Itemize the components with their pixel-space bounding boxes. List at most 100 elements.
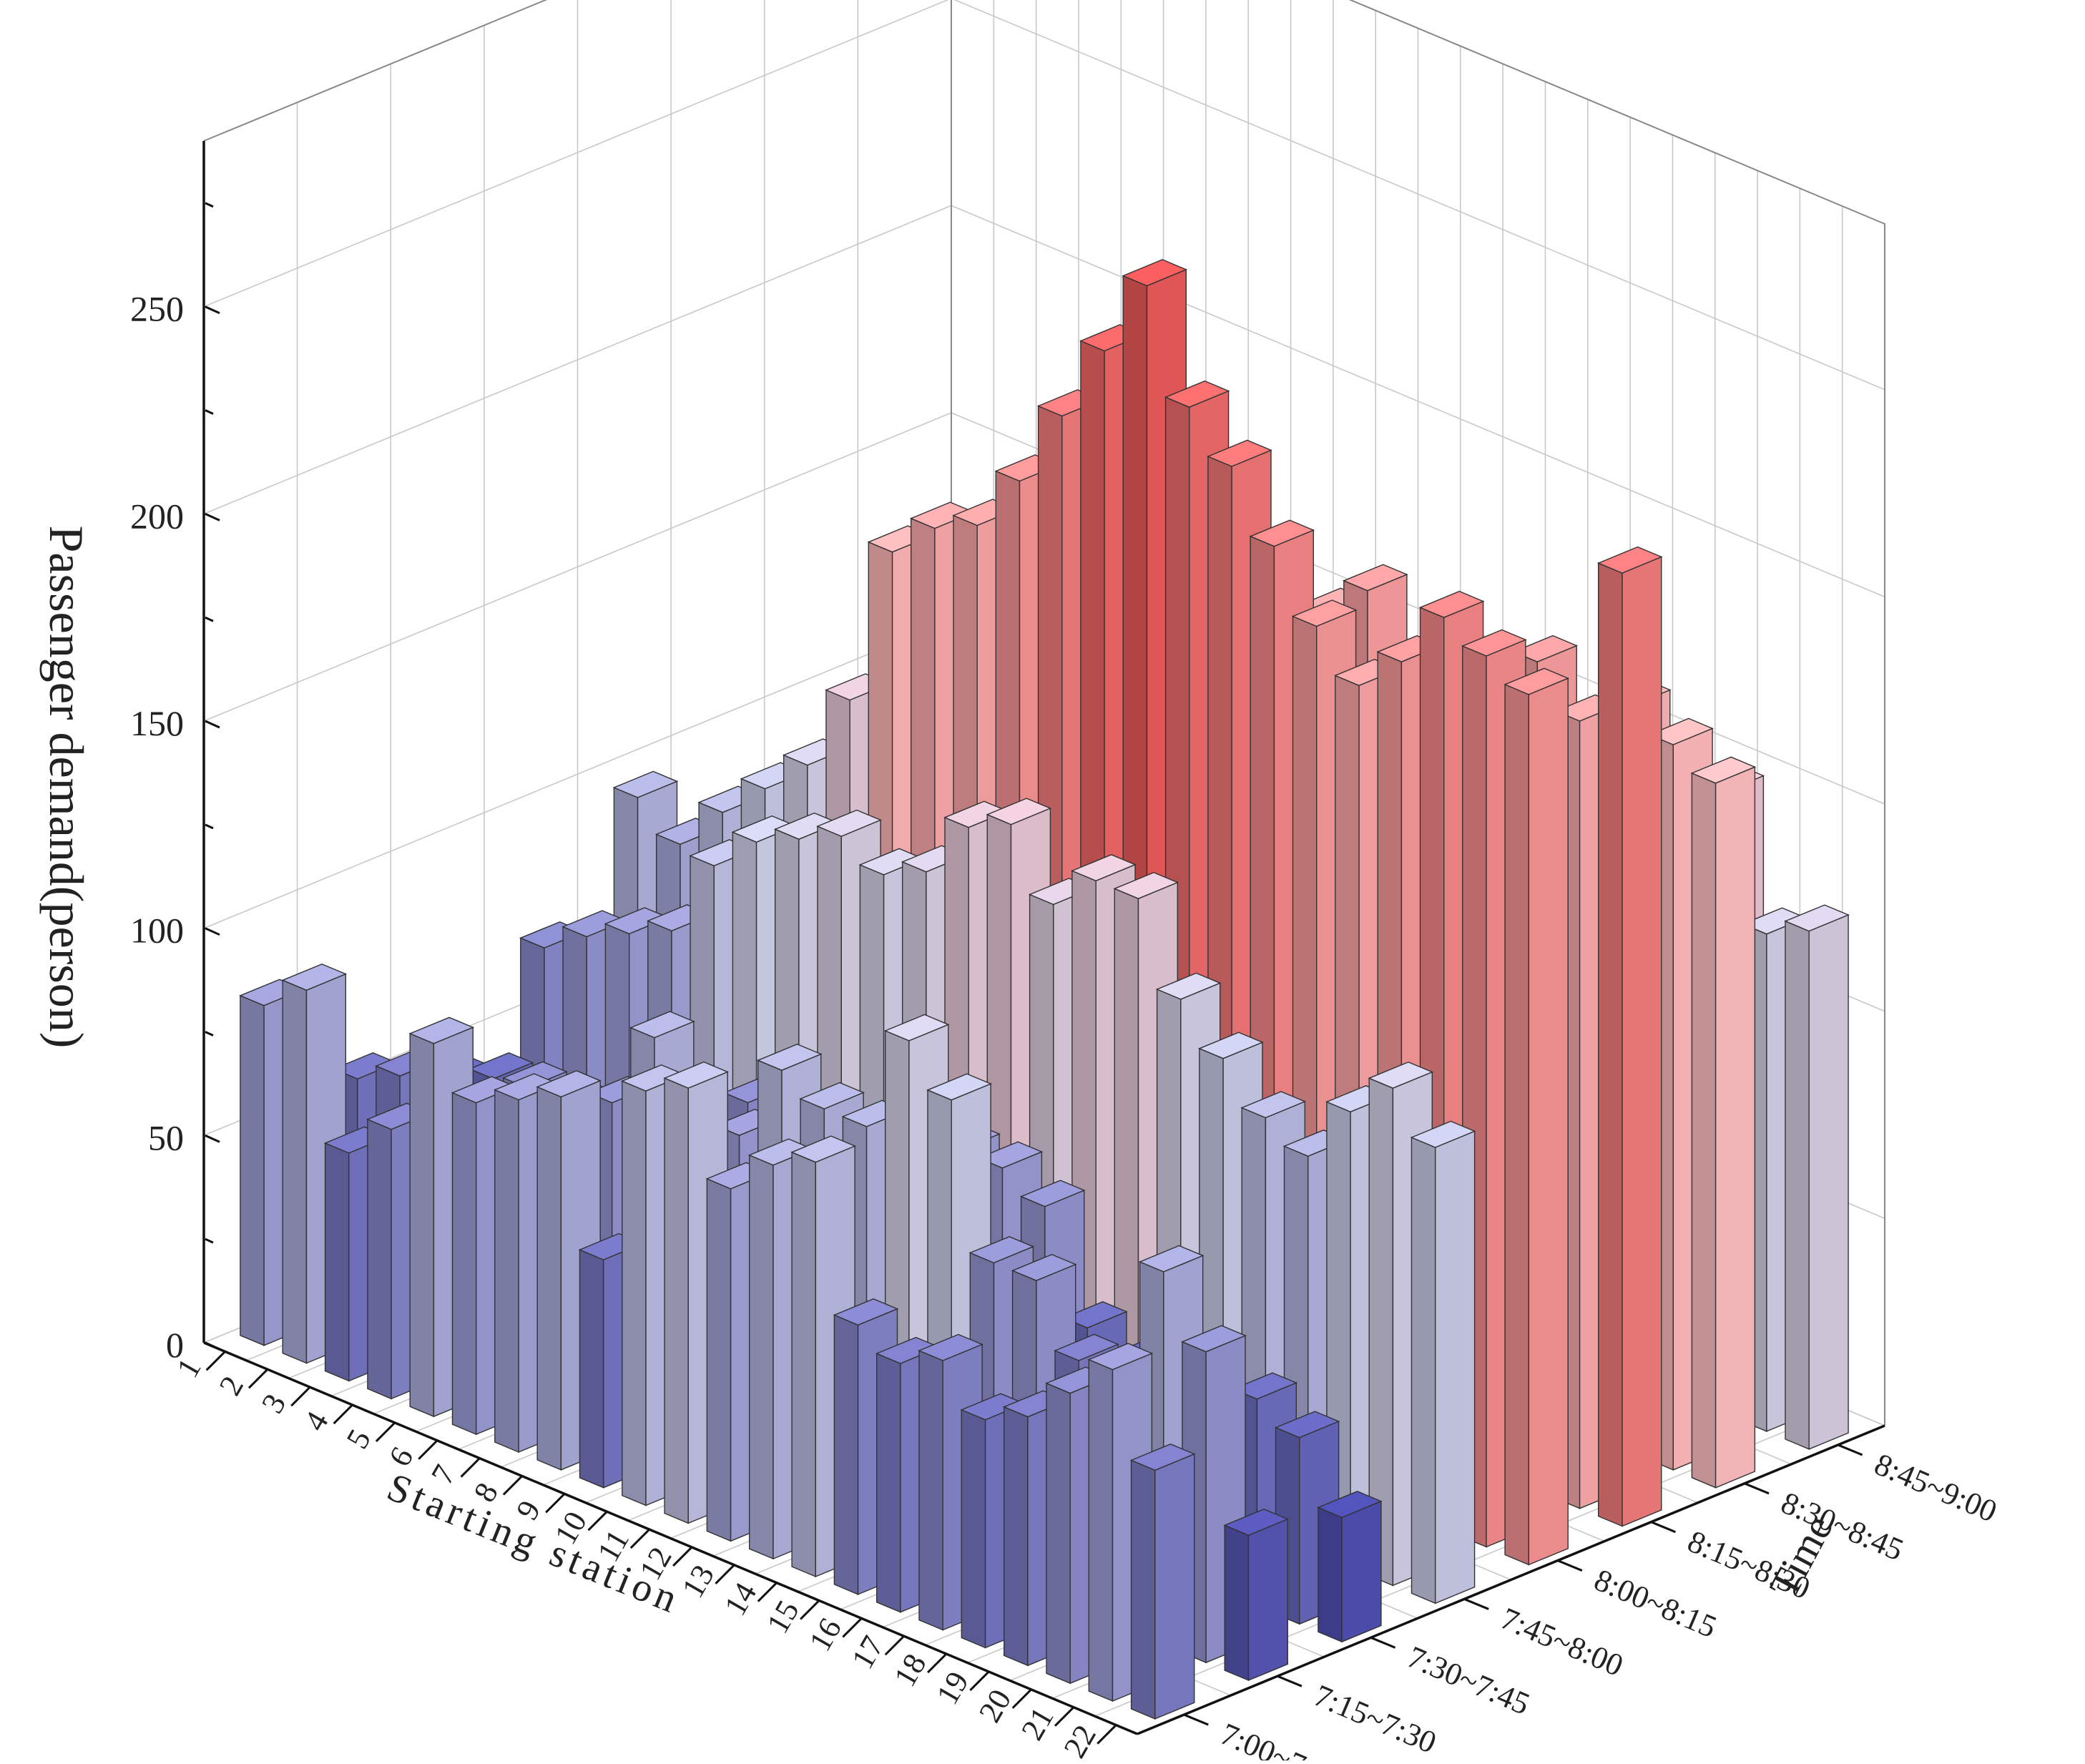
bar-top-face — [1648, 717, 1714, 745]
time-tick-label: 8:45~9:00 — [1870, 1446, 2002, 1529]
bar-front-face — [324, 1142, 350, 1382]
bar-top-face — [1181, 1325, 1247, 1353]
station-tick — [247, 1368, 269, 1389]
bar-front-face — [409, 1032, 435, 1418]
time-tick — [1183, 1713, 1209, 1726]
bar-top-face — [1512, 634, 1579, 662]
bar-front-face — [1130, 1459, 1156, 1720]
bar-front-face — [494, 1089, 519, 1454]
bar-front-face — [579, 1249, 604, 1489]
time-tick — [1277, 1675, 1302, 1687]
bar-front-face — [536, 1086, 562, 1471]
z-tick-label: 100 — [130, 911, 184, 951]
station-tick — [1011, 1688, 1032, 1709]
time-tick — [1838, 1444, 1863, 1456]
station-tick — [927, 1653, 948, 1674]
station-tick — [375, 1421, 396, 1442]
bar-side-face — [1714, 766, 1756, 1489]
z-minor-tick — [205, 1031, 214, 1037]
bar-front-face — [282, 979, 308, 1364]
bar-front-face — [240, 994, 265, 1346]
bar-station-22-time-2 — [1223, 1508, 1290, 1682]
bar-side-face — [1154, 1453, 1195, 1720]
bar-top-face — [1317, 1491, 1383, 1519]
bar-front-face — [1088, 1358, 1114, 1702]
bar-top-face — [1155, 972, 1222, 1000]
z-axis-title: Passenger demand(person) — [39, 526, 94, 1049]
station-tick — [757, 1582, 777, 1602]
bar-front-face — [451, 1092, 477, 1436]
bars — [239, 259, 1850, 1720]
bar-front-face — [1003, 1406, 1029, 1667]
bar-front-face — [664, 1077, 689, 1524]
bar-front-face — [1318, 1506, 1343, 1643]
bar-top-face — [790, 1135, 856, 1163]
bar-top-face — [918, 1333, 983, 1361]
z-major-tick — [205, 927, 220, 936]
bar-side-face — [1622, 556, 1662, 1527]
station-tick-label: 21 — [1014, 1701, 1060, 1746]
bar-top-face — [1410, 1120, 1476, 1148]
bar-top-face — [1071, 854, 1137, 882]
station-tick — [333, 1403, 353, 1425]
time-tick-label: 7:30~7:45 — [1403, 1639, 1535, 1722]
station-tick — [969, 1670, 990, 1692]
station-tick — [205, 1351, 226, 1371]
bar-side-face — [1434, 1130, 1476, 1604]
z-major-tick — [205, 720, 220, 729]
bar-top-face — [1223, 1508, 1290, 1537]
axes — [202, 141, 1885, 1745]
station-tick — [842, 1617, 863, 1638]
bar-top-face — [1011, 1253, 1077, 1281]
bar-top-face — [1368, 1061, 1434, 1089]
bar-top-face — [816, 809, 882, 837]
bar-top-face — [1461, 629, 1527, 657]
bar-side-face — [1247, 1518, 1289, 1682]
z-tick-label: 200 — [130, 496, 184, 536]
z-tick-label: 50 — [148, 1117, 184, 1157]
bar-top-face — [1503, 667, 1570, 695]
station-tick-label: 5 — [340, 1424, 378, 1455]
bar-top-face — [1122, 259, 1188, 287]
bar-side-face — [1528, 677, 1569, 1566]
bar-top-face — [629, 1011, 695, 1039]
bar-side-face — [1808, 913, 1849, 1450]
bar-front-face — [918, 1350, 943, 1631]
bar-top-face — [1232, 1372, 1298, 1400]
bar-front-face — [367, 1118, 392, 1400]
bar-top-face — [1240, 1091, 1307, 1119]
time-tick — [1370, 1636, 1396, 1649]
bar-top-face — [968, 1236, 1035, 1264]
bar-top-face — [1274, 1411, 1340, 1439]
bar-station-22-time-4 — [1410, 1120, 1476, 1604]
station-tick — [715, 1564, 735, 1584]
bar-front-face — [1785, 920, 1810, 1450]
station-tick-label: 17 — [845, 1630, 891, 1675]
bar-top-face — [1087, 1343, 1154, 1371]
bar-front-face — [833, 1314, 859, 1595]
bar-front-face — [1046, 1382, 1071, 1685]
bar-top-face — [926, 1073, 992, 1101]
station-tick-label: 15 — [760, 1594, 805, 1640]
station-tick-label: 22 — [1057, 1719, 1103, 1760]
bar-top-face — [1784, 904, 1850, 932]
z-major-tick — [205, 1134, 220, 1143]
bar-top-face — [1342, 564, 1408, 592]
bar-top-face — [536, 1070, 602, 1098]
bar-top-face — [883, 1014, 950, 1042]
station-tick-label: 19 — [930, 1665, 976, 1710]
bar-top-face — [1690, 756, 1757, 784]
station-tick — [1097, 1724, 1117, 1745]
bar-front-face — [875, 1353, 901, 1613]
station-tick — [1054, 1706, 1075, 1727]
z-minor-tick — [205, 823, 214, 830]
bar-front-face — [961, 1408, 986, 1649]
bar-top-face — [663, 1061, 730, 1089]
bar-top-face — [1418, 590, 1485, 618]
time-tick-label: 7:15~7:30 — [1309, 1677, 1441, 1760]
z-minor-tick — [205, 409, 214, 415]
station-tick — [418, 1439, 438, 1460]
station-tick — [502, 1475, 523, 1496]
bar-top-face — [986, 798, 1052, 825]
bar-top-face — [833, 1298, 899, 1326]
